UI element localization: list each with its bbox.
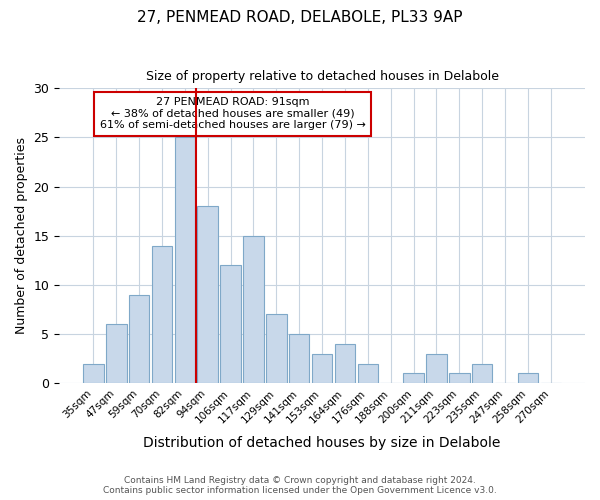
X-axis label: Distribution of detached houses by size in Delabole: Distribution of detached houses by size …: [143, 436, 501, 450]
Y-axis label: Number of detached properties: Number of detached properties: [15, 138, 28, 334]
Bar: [358, 364, 378, 383]
Bar: [266, 314, 287, 383]
Bar: [243, 236, 264, 383]
Bar: [83, 364, 104, 383]
Bar: [335, 344, 355, 383]
Title: Size of property relative to detached houses in Delabole: Size of property relative to detached ho…: [146, 70, 499, 83]
Bar: [152, 246, 172, 383]
Bar: [289, 334, 310, 383]
Text: 27, PENMEAD ROAD, DELABOLE, PL33 9AP: 27, PENMEAD ROAD, DELABOLE, PL33 9AP: [137, 10, 463, 25]
Bar: [175, 138, 195, 383]
Bar: [220, 265, 241, 383]
Bar: [197, 206, 218, 383]
Bar: [312, 354, 332, 383]
Bar: [129, 294, 149, 383]
Bar: [472, 364, 493, 383]
Text: Contains HM Land Registry data © Crown copyright and database right 2024.
Contai: Contains HM Land Registry data © Crown c…: [103, 476, 497, 495]
Bar: [449, 374, 470, 383]
Bar: [426, 354, 447, 383]
Bar: [518, 374, 538, 383]
Bar: [403, 374, 424, 383]
Bar: [106, 324, 127, 383]
Text: 27 PENMEAD ROAD: 91sqm
← 38% of detached houses are smaller (49)
61% of semi-det: 27 PENMEAD ROAD: 91sqm ← 38% of detached…: [100, 97, 365, 130]
